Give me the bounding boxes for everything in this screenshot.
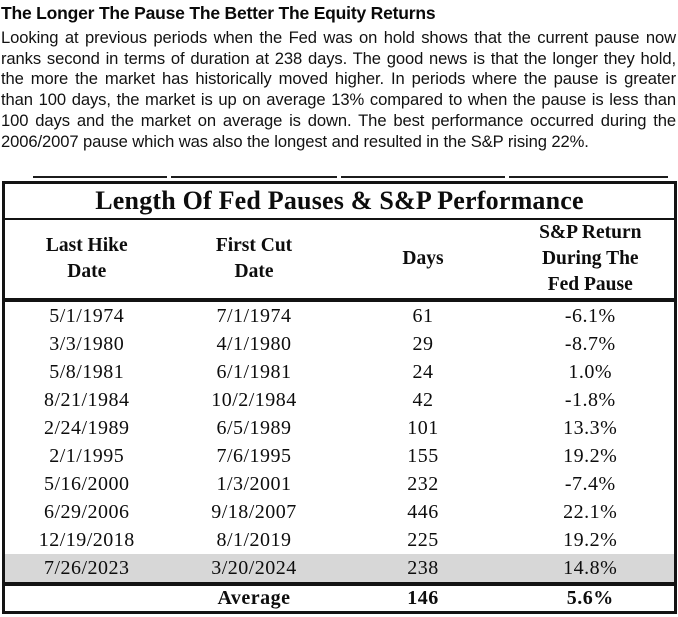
- cell-first-cut-date: 7/6/1995: [216, 444, 292, 467]
- cell-last-hike-date: 6/29/2006: [43, 500, 130, 523]
- cell-sp-return: 13.3%: [563, 416, 618, 439]
- cell-first-cut-date: 9/18/2007: [211, 500, 297, 523]
- table-row: 5/1/1974 7/1/1974 61 -6.1%: [4, 300, 676, 330]
- cell-last-hike-date: 8/21/1984: [43, 388, 130, 411]
- cell-last-hike-date: 2/1/1995: [49, 444, 125, 467]
- table-row: 5/16/2000 1/3/2001 232 -7.4%: [4, 470, 676, 498]
- cell-sp-return: -6.1%: [564, 304, 616, 327]
- cell-first-cut-date: 4/1/1980: [216, 332, 292, 355]
- cell-last-hike-date: 5/1/1974: [49, 304, 125, 327]
- cell-last-hike-date: 12/19/2018: [38, 528, 135, 551]
- cell-average-days: 146: [339, 582, 507, 613]
- cell-days: 155: [407, 444, 439, 467]
- cell-days: 61: [412, 304, 434, 327]
- fed-pauses-table: Length Of Fed Pauses & S&P Performance L…: [2, 181, 678, 614]
- intro-text-block: The Longer The Pause The Better The Equi…: [1, 3, 676, 152]
- cell-sp-return: -7.4%: [564, 472, 616, 495]
- table-header-row: Last Hike Date First Cut Date Days S&P R…: [3, 219, 676, 302]
- column-header-days: Days: [339, 219, 507, 302]
- cell-last-hike-date: 5/8/1981: [49, 360, 125, 383]
- table-row: 5/8/1981 6/1/1981 24 1.0%: [4, 358, 676, 386]
- cell-days: 42: [412, 388, 434, 411]
- table-title-row: Length Of Fed Pauses & S&P Performance: [3, 182, 676, 220]
- cell-sp-return: 22.1%: [563, 500, 618, 523]
- cell-sp-return: 14.8%: [506, 554, 676, 584]
- cell-days: 446: [407, 500, 439, 523]
- cell-days: 238: [339, 554, 507, 584]
- cell-average-label: Average: [168, 582, 340, 613]
- header-line: Date: [67, 261, 107, 282]
- cell-days: 29: [412, 332, 434, 355]
- cell-average-sp-return: 5.6%: [506, 582, 676, 613]
- cell-sp-return: 19.2%: [563, 528, 618, 551]
- cell-first-cut-date: 8/1/2019: [216, 528, 292, 551]
- cell-first-cut-date: 6/1/1981: [216, 360, 292, 383]
- cell-sp-return: 1.0%: [568, 360, 613, 383]
- cell-days: 24: [412, 360, 434, 383]
- cell-days: 232: [407, 472, 439, 495]
- header-line: Date: [234, 261, 274, 282]
- header-line: Fed Pause: [547, 274, 633, 295]
- table-row: 8/21/1984 10/2/1984 42 -1.8%: [4, 386, 676, 414]
- scan-artifact-segment: [171, 176, 337, 178]
- column-header-last-hike-date: Last Hike Date: [3, 219, 169, 302]
- cell-first-cut-date: 10/2/1984: [211, 388, 297, 411]
- table-row: 2/24/1989 6/5/1989 101 13.3%: [4, 414, 676, 442]
- cell-sp-return: -1.8%: [564, 388, 616, 411]
- table-title: Length Of Fed Pauses & S&P Performance: [3, 182, 676, 220]
- table-row: 12/19/2018 8/1/2019 225 19.2%: [4, 526, 676, 554]
- cell-sp-return: -8.7%: [564, 332, 616, 355]
- cell-last-hike-date: 7/26/2023: [3, 554, 169, 584]
- cell-last-hike-date: 5/16/2000: [43, 472, 130, 495]
- cell-days: 225: [407, 528, 439, 551]
- cell-first-cut-date: 6/5/1989: [216, 416, 292, 439]
- column-header-first-cut-date: First Cut Date: [168, 219, 340, 302]
- cell-days: 101: [407, 416, 439, 439]
- column-header-sp-return: S&P Return During The Fed Pause: [506, 219, 676, 302]
- document-paragraph: Looking at previous periods when the Fed…: [1, 28, 676, 151]
- header-line: Last Hike: [45, 235, 128, 256]
- table-row: 3/3/1980 4/1/1980 29 -8.7%: [4, 330, 676, 358]
- cell-last-hike-date: 3/3/1980: [49, 332, 125, 355]
- table-average-row: Average 146 5.6%: [3, 582, 676, 613]
- cell-first-cut-date: 3/20/2024: [168, 554, 340, 584]
- cell-last-hike-date: 2/24/1989: [43, 416, 130, 439]
- table-row: 2/1/1995 7/6/1995 155 19.2%: [4, 442, 676, 470]
- scan-artifact-segment: [509, 176, 668, 178]
- cell-first-cut-date: 7/1/1974: [216, 304, 292, 327]
- document-title: The Longer The Pause The Better The Equi…: [1, 3, 436, 23]
- cell-average-empty: [3, 582, 169, 613]
- cell-first-cut-date: 1/3/2001: [216, 472, 292, 495]
- header-line: First Cut: [215, 235, 293, 256]
- scan-artifact-segment: [33, 176, 167, 178]
- cell-sp-return: 19.2%: [563, 444, 618, 467]
- header-line: During The: [541, 248, 639, 269]
- header-line: Days: [402, 248, 444, 269]
- header-line: S&P Return: [539, 222, 642, 243]
- table-row: 6/29/2006 9/18/2007 446 22.1%: [4, 498, 676, 526]
- table-row-highlighted-current-pause: 7/26/2023 3/20/2024 238 14.8%: [3, 554, 676, 584]
- scan-artifact-segment: [341, 176, 505, 178]
